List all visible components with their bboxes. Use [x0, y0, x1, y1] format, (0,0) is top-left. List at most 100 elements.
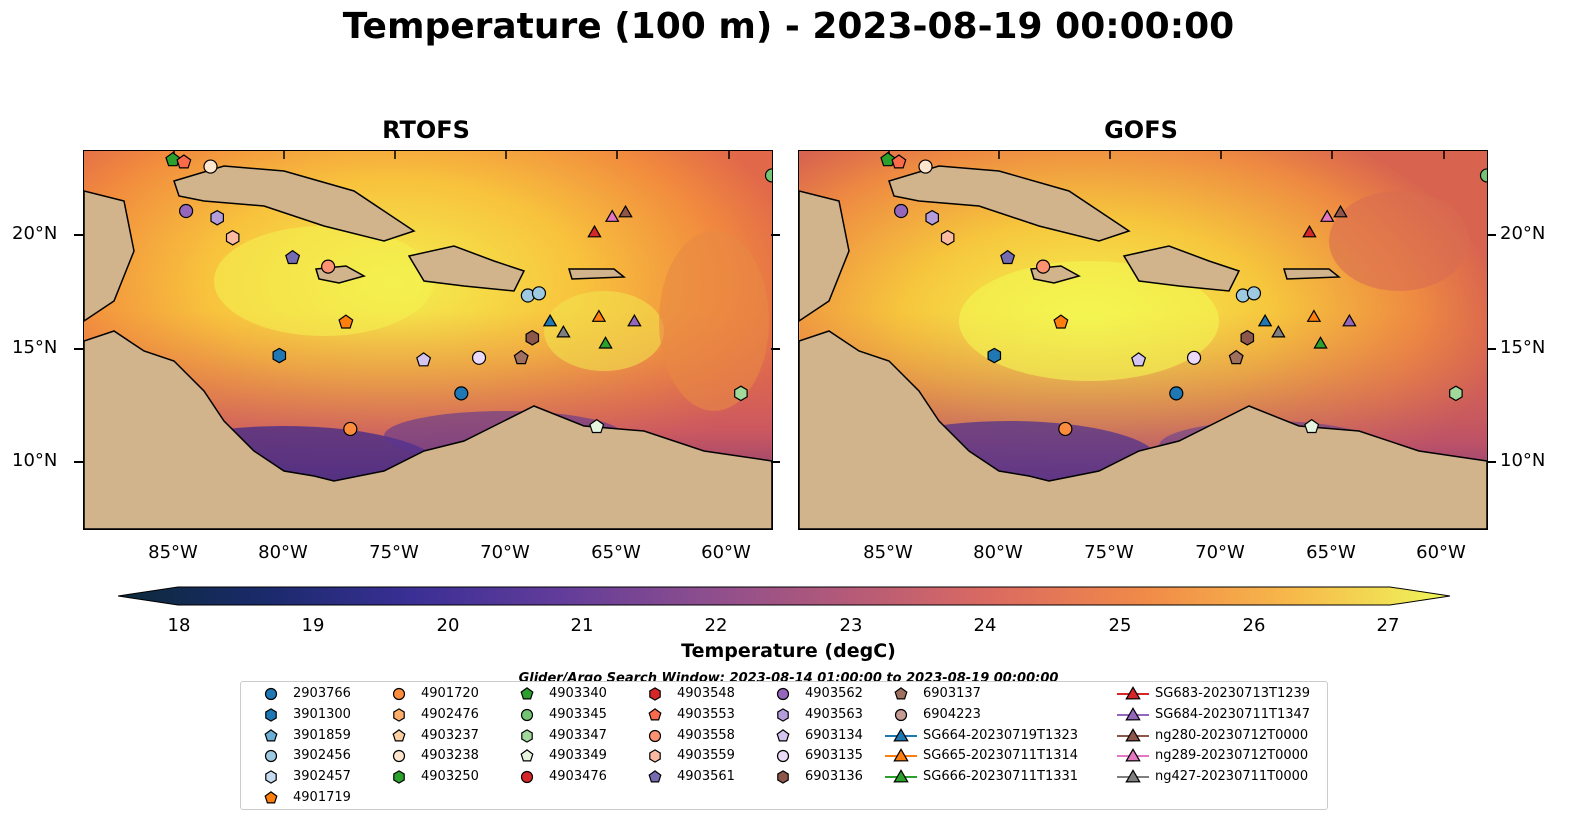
lat-label-right-20: 20°N	[1500, 223, 1546, 244]
observation-marker[interactable]	[1228, 349, 1244, 365]
observation-marker[interactable]	[598, 336, 613, 349]
observation-marker[interactable]	[556, 325, 571, 338]
observation-marker[interactable]	[891, 154, 907, 169]
observation-marker[interactable]	[627, 313, 642, 327]
observation-marker[interactable]	[618, 204, 633, 218]
observation-marker[interactable]	[321, 259, 336, 274]
observation-marker[interactable]	[1449, 385, 1463, 402]
observation-marker[interactable]	[604, 209, 620, 222]
observation-marker[interactable]	[1304, 418, 1320, 434]
observation-marker[interactable]	[589, 418, 605, 434]
lon-label-right-65: 65°W	[1306, 542, 1356, 563]
legend-label: 4903250	[421, 769, 479, 785]
legend-marker-icon	[1117, 769, 1149, 783]
observation-marker[interactable]	[1246, 286, 1262, 301]
observation-marker[interactable]	[210, 209, 224, 226]
observation-marker[interactable]	[343, 421, 358, 437]
observation-marker[interactable]	[525, 329, 540, 346]
observation-marker[interactable]	[1058, 421, 1073, 437]
observation-marker[interactable]	[416, 352, 432, 367]
observation-marker[interactable]	[893, 203, 909, 219]
observation-marker[interactable]	[471, 350, 487, 365]
observation-marker[interactable]	[1240, 329, 1255, 346]
observation-marker[interactable]	[513, 349, 529, 365]
legend-label: 3902456	[293, 748, 351, 764]
legend-marker-icon	[894, 708, 908, 721]
lon-label-left-60: 60°W	[701, 542, 751, 563]
legend-marker-icon	[520, 749, 534, 762]
legend-marker-icon	[1117, 727, 1149, 742]
legend-marker-icon	[264, 750, 278, 763]
observation-marker[interactable]	[178, 203, 194, 219]
observation-marker[interactable]	[1333, 204, 1348, 218]
legend-marker-icon	[265, 707, 277, 722]
lat-tick	[74, 234, 83, 236]
lat-tick	[771, 234, 780, 236]
legend-label: 4903563	[805, 706, 863, 722]
colorbar-tick-26: 26	[1242, 615, 1266, 636]
observation-marker[interactable]	[203, 159, 218, 174]
legend-label: 4903562	[805, 686, 863, 701]
observation-marker[interactable]	[1169, 386, 1184, 401]
legend-label: 3901300	[293, 706, 351, 722]
legend-marker-icon	[649, 687, 661, 701]
observation-marker[interactable]	[940, 229, 955, 246]
legend-label: 4901719	[293, 790, 351, 805]
legend-marker-icon	[264, 728, 278, 742]
legend-label: 6903136	[805, 769, 863, 785]
map-panel-gofs[interactable]	[798, 150, 1488, 530]
legend-label: 4903553	[677, 706, 735, 722]
observation-marker[interactable]	[272, 347, 287, 364]
legend-marker-icon	[776, 750, 790, 763]
observation-marker[interactable]	[1036, 259, 1051, 274]
lat-tick	[771, 461, 780, 463]
observation-markers-rtofs	[165, 151, 773, 437]
observation-marker[interactable]	[925, 209, 939, 226]
lat-label-right-10: 10°N	[1500, 450, 1546, 471]
observation-marker[interactable]	[1306, 309, 1322, 322]
observation-marker[interactable]	[587, 224, 602, 238]
observation-marker[interactable]	[734, 385, 748, 402]
legend-label: 4903561	[677, 769, 735, 785]
observation-marker[interactable]	[1302, 224, 1317, 238]
observation-marker[interactable]	[918, 159, 933, 174]
colorbar-tick-27: 27	[1376, 615, 1400, 636]
observation-marker[interactable]	[1271, 325, 1286, 338]
observation-marker[interactable]	[1053, 314, 1069, 329]
observation-marker[interactable]	[764, 168, 773, 183]
observation-marker[interactable]	[1257, 313, 1273, 327]
observation-marker[interactable]	[1319, 209, 1335, 222]
legend-label: 4903476	[549, 769, 607, 785]
observation-marker[interactable]	[1479, 168, 1488, 183]
lon-label-left-80: 80°W	[258, 542, 308, 563]
observation-marker[interactable]	[542, 313, 558, 327]
observation-marker[interactable]	[285, 249, 301, 265]
legend-marker-icon	[264, 791, 278, 804]
legend-label: 4903238	[421, 748, 479, 764]
legend-marker-icon	[520, 771, 534, 784]
legend-marker-icon	[1117, 706, 1149, 721]
observation-marker[interactable]	[1000, 249, 1016, 265]
observation-marker[interactable]	[165, 151, 181, 167]
observation-marker[interactable]	[591, 309, 607, 322]
legend-marker-icon	[649, 749, 661, 764]
colorbar-tick-19: 19	[301, 615, 325, 636]
observation-marker[interactable]	[1342, 313, 1357, 327]
observation-marker[interactable]	[1313, 336, 1328, 349]
observation-marker[interactable]	[225, 229, 240, 246]
observation-marker[interactable]	[454, 386, 469, 401]
observation-marker[interactable]	[1186, 350, 1202, 365]
legend-label: 4903347	[549, 727, 607, 743]
colorbar-tick-20: 20	[436, 615, 460, 636]
legend-label: 6903134	[805, 727, 863, 743]
legend-label: 4903340	[549, 686, 607, 701]
lat-tick	[771, 348, 780, 350]
observation-marker[interactable]	[987, 347, 1002, 364]
observation-marker[interactable]	[1131, 352, 1147, 367]
observation-marker[interactable]	[880, 151, 896, 167]
map-panel-rtofs[interactable]	[83, 150, 773, 530]
legend-label: SG664-20230719T1323	[923, 727, 1079, 743]
observation-marker[interactable]	[338, 314, 354, 329]
observation-marker[interactable]	[176, 154, 192, 169]
observation-marker[interactable]	[531, 286, 547, 301]
